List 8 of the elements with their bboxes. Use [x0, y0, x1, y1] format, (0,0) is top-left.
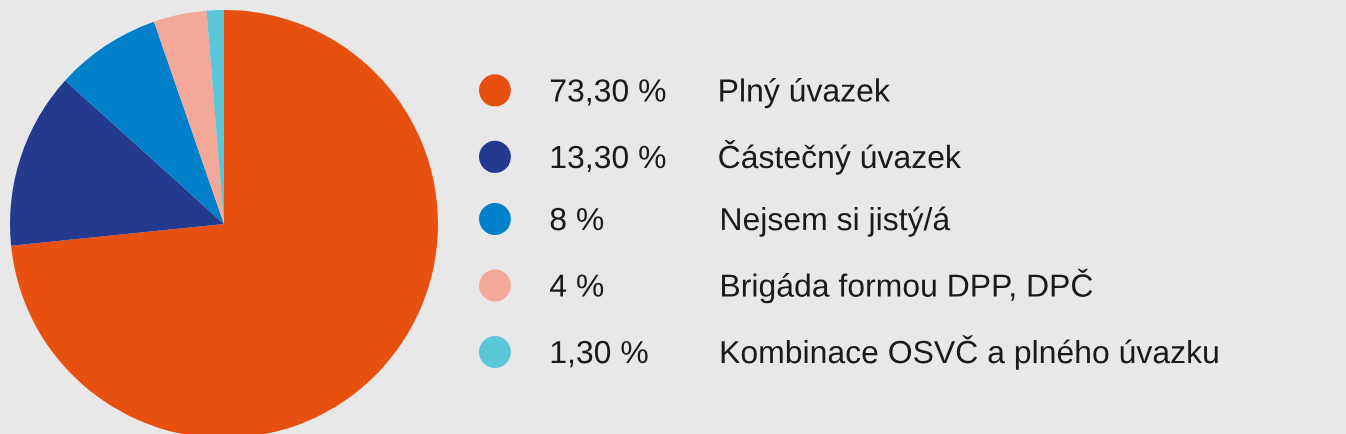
- legend-label: 8 % Nejsem si jistý/á: [550, 206, 951, 237]
- pie-slice: [153, 10, 224, 224]
- legend-label: 13,30 % Částečný úvazek: [551, 140, 961, 175]
- legend-label: 73,30 % Plný úvazek: [550, 78, 890, 109]
- pie-slice: [10, 80, 224, 246]
- legend-label: 4 % Brigáda formou DPP, DPČ: [550, 268, 1093, 304]
- pie-slice: [65, 21, 224, 224]
- legend-label: 1,30 % Kombinace OSVČ a plného úvazku: [551, 335, 1218, 370]
